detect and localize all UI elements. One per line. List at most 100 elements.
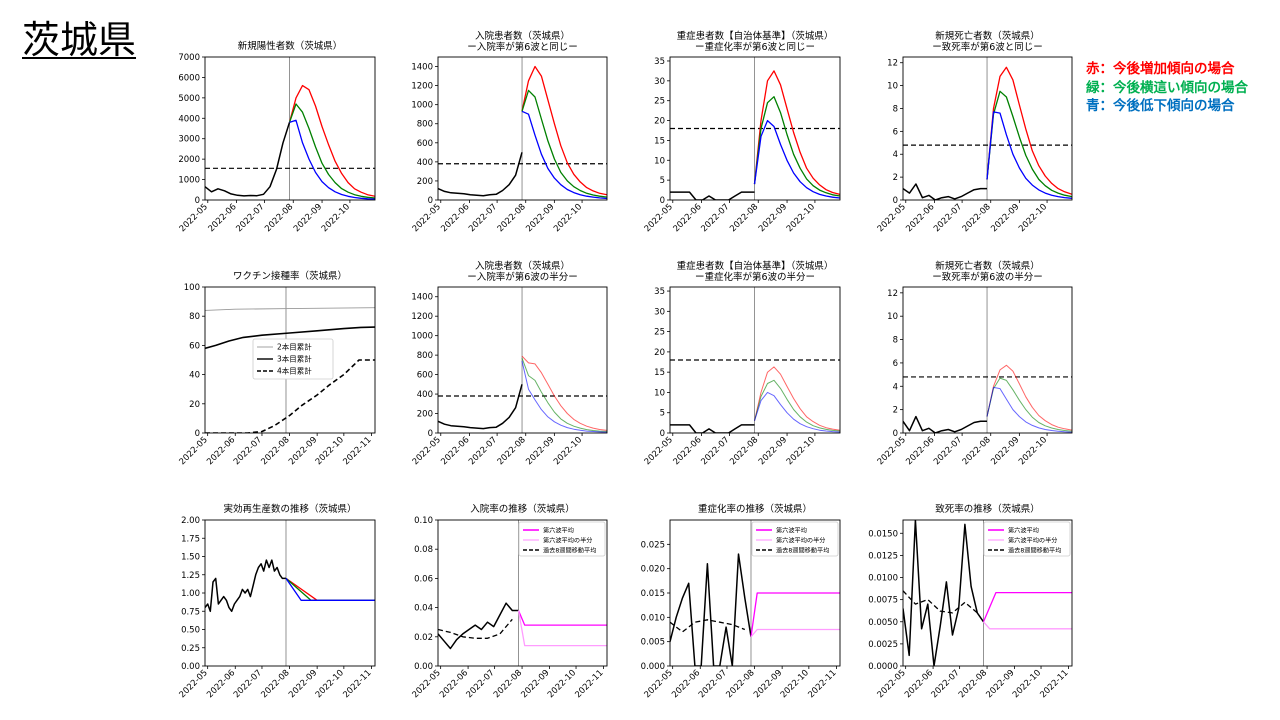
series-line-scenario-flat — [986, 377, 1072, 432]
chart-3: 重症患者数【自治体基準】（茨城県）ー重症化率が第6波と同じー 0 5 10 15 20 25… — [643, 30, 841, 234]
x-tick-label: 2022-09 — [287, 668, 319, 700]
legend-box — [751, 521, 839, 557]
plot-frame — [902, 519, 1073, 667]
x-tick-label: 2022-06 — [439, 202, 471, 234]
scenario-color-legend: 赤：今後増加傾向の場合 緑：今後横這い傾向の場合 青：今後低下傾向の場合 — [1086, 60, 1248, 116]
series-line-3本目累計 — [205, 326, 375, 350]
plot-area — [670, 57, 840, 200]
legend-label: 第六波平均 — [776, 527, 807, 535]
series-line-actual — [903, 415, 987, 433]
chart-title: 入院患者数（茨城県） — [475, 30, 570, 42]
y-tick-label: 0.005 — [641, 638, 665, 648]
x-tick-label: 2022-05 — [876, 668, 908, 700]
y-tick-label: 0.0125 — [868, 551, 898, 561]
series-line-actual — [205, 559, 286, 613]
y-tick-label: 100 — [184, 283, 200, 293]
chart-10: 入院率の推移（茨城県） 0.00 0.02 0.04 0.06 0.08 0.10 2022-… — [411, 503, 608, 700]
y-tick-label: 10 — [654, 388, 665, 398]
series-line-scenario-low — [753, 119, 840, 199]
chart-title: 重症化率の推移（茨城県） — [698, 503, 812, 515]
y-tick-label: 1000 — [178, 176, 200, 186]
y-tick-label: 0.010 — [641, 613, 665, 623]
chart-subtitle: ー重症化率が第6波の半分ー — [695, 271, 815, 283]
y-tick-label: 4 — [893, 382, 898, 392]
chart-title: 新規死亡者数（茨城県） — [935, 30, 1040, 42]
x-tick-label: 2022-09 — [984, 668, 1016, 700]
legend-label: 4本目累計 — [277, 366, 312, 376]
x-tick-label: 2022-08 — [263, 202, 295, 234]
chart-title: 重症患者数【自治体基準】（茨城県） — [677, 260, 834, 272]
chart-title: 新規陽性者数（茨城県） — [238, 40, 343, 52]
x-tick-label: 2022-08 — [728, 435, 760, 467]
x-tick-label: 2022-10 — [314, 435, 346, 467]
y-tick-label: 0.000 — [641, 662, 665, 672]
y-tick-label: 1.00 — [181, 589, 200, 599]
x-tick-label: 2022-06 — [904, 435, 936, 467]
y-tick-label: 30 — [654, 77, 665, 87]
chart-1: 新規陽性者数（茨城県） 0 1000 2000 3000 4000 5000 6000 7000… — [178, 40, 376, 234]
x-tick-label: 2022-06 — [904, 202, 936, 234]
series-line-actual — [903, 183, 987, 200]
legend-note-blue: 青：今後低下傾向の場合 — [1086, 98, 1235, 114]
y-tick-label: 2.00 — [181, 516, 200, 526]
y-tick-label: 20 — [654, 117, 665, 127]
x-tick-label: 2022-09 — [524, 202, 556, 234]
y-tick-label: 800 — [417, 351, 433, 361]
x-tick-label: 2022-11 — [341, 668, 373, 700]
legend-label: 第六波平均の半分 — [776, 537, 826, 545]
x-tick-label: 2022-09 — [989, 435, 1021, 467]
y-tick-label: 600 — [417, 371, 433, 381]
x-tick-label: 2022-10 — [785, 435, 817, 467]
y-tick-label: 0.025 — [641, 540, 665, 550]
x-tick-label: 2022-11 — [806, 668, 838, 700]
plot-frame — [669, 286, 841, 434]
series-line-actual — [438, 152, 523, 197]
x-tick-label: 2022-10 — [1017, 202, 1049, 234]
legend-label: 過去8週間移動平均 — [776, 547, 829, 555]
y-tick-label: 1.25 — [181, 571, 200, 581]
plot-frame — [437, 56, 608, 201]
plot-area — [903, 287, 1072, 433]
y-tick-label: 25 — [654, 97, 665, 107]
series-line-scenario-low — [289, 119, 375, 200]
legend-label: 2本目累計 — [277, 342, 312, 352]
y-tick-label: 800 — [417, 120, 433, 130]
series-line-scenario-high — [521, 355, 607, 431]
series-line-scenario-flat — [754, 379, 840, 432]
y-tick-label: 0 — [660, 196, 665, 206]
y-tick-label: 2 — [893, 406, 898, 416]
x-tick-label: 2022-10 — [546, 668, 578, 700]
series-line-scenario-low — [521, 110, 607, 200]
x-tick-label: 2022-05 — [178, 668, 210, 700]
y-tick-label: 0.0000 — [868, 662, 898, 672]
y-tick-label: 0.08 — [414, 545, 433, 555]
series-line-第六波平均 — [750, 592, 840, 637]
x-tick-label: 2022-10 — [779, 668, 811, 700]
y-tick-label: 6 — [893, 127, 898, 137]
series-line-scenario-low — [285, 578, 375, 601]
plot-area — [438, 287, 607, 433]
chart-title: 致死率の推移（茨城県） — [935, 503, 1040, 515]
y-tick-label: 0.75 — [181, 607, 200, 617]
x-tick-label: 2022-09 — [519, 668, 551, 700]
plot-area — [670, 520, 840, 666]
plot-area — [903, 57, 1072, 200]
series-line-scenario-high — [521, 65, 607, 196]
y-tick-label: 1.50 — [181, 553, 200, 563]
x-tick-label: 2022-10 — [314, 668, 346, 700]
x-tick-label: 2022-06 — [207, 202, 239, 234]
series-line-scenario-flat — [288, 103, 375, 199]
x-tick-label: 2022-07 — [467, 202, 499, 234]
y-tick-label: 35 — [654, 57, 665, 67]
y-tick-label: 1400 — [411, 293, 433, 303]
legend-note-red: 赤：今後増加傾向の場合 — [1086, 61, 1235, 77]
x-tick-label: 2022-11 — [341, 435, 373, 467]
series-line-第六波平均の半分 — [517, 610, 607, 647]
x-tick-label: 2022-09 — [287, 435, 319, 467]
plot-frame — [669, 56, 841, 201]
chart-7: 重症患者数【自治体基準】（茨城県）ー重症化率が第6波の半分ー 0 5 10 15 20 25… — [643, 260, 841, 467]
chart-title: 入院患者数（茨城県） — [475, 260, 570, 272]
y-tick-label: 12 — [887, 289, 898, 299]
y-tick-label: 5 — [660, 409, 665, 419]
chart-5: ワクチン接種率（茨城県）0204060801002022-052022-0620… — [178, 270, 376, 467]
